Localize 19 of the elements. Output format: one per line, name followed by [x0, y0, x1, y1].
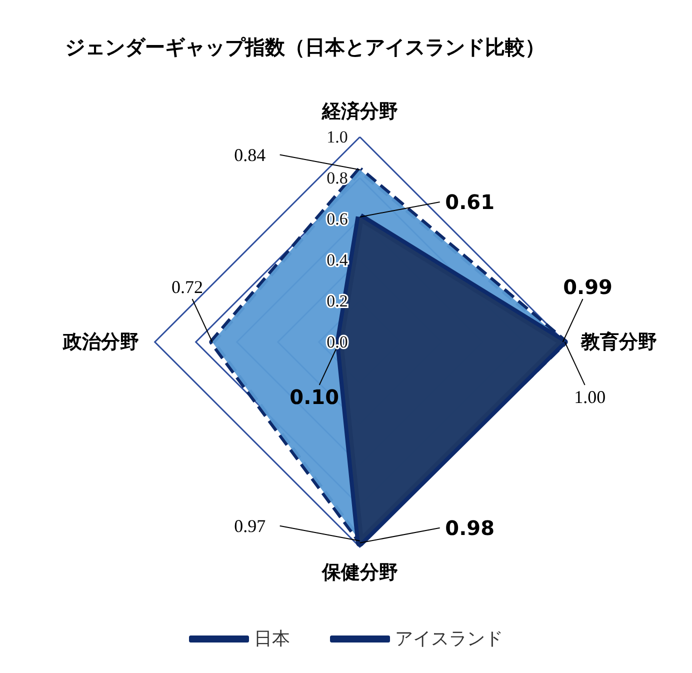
- chart-title: ジェンダーギャップ指数（日本とアイスランド比較）: [65, 35, 545, 59]
- y-tick-label: 1.0: [326, 128, 348, 146]
- y-tick-label: 0.4: [326, 250, 348, 270]
- spoke-label: 政治分野: [62, 331, 139, 353]
- data-label: 0.61: [445, 190, 495, 214]
- data-label: 0.72: [171, 277, 203, 297]
- legend-label: 日本: [254, 628, 290, 650]
- data-label: 0.97: [234, 516, 266, 536]
- y-tick-label: 0.8: [326, 168, 348, 188]
- data-label: 1.00: [574, 387, 606, 407]
- data-label: 0.84: [234, 144, 266, 165]
- data-label: 0.10: [290, 385, 340, 409]
- spoke-label: 教育分野: [580, 331, 657, 353]
- y-tick-label: 0.6: [326, 210, 348, 228]
- data-label: 0.99: [563, 275, 612, 299]
- legend-label: アイスランド: [395, 628, 503, 650]
- data-label: 0.98: [445, 516, 495, 540]
- spoke-label: 保健分野: [320, 562, 398, 584]
- spoke-label: 経済分野: [320, 100, 398, 122]
